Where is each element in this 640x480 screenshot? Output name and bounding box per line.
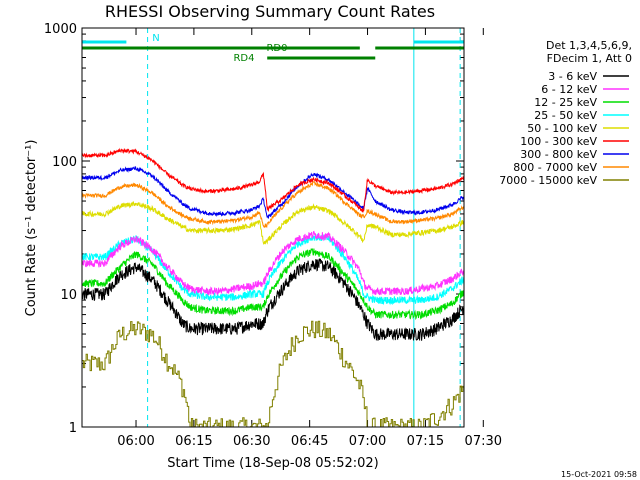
- series-line-300-800keV: [81, 166, 465, 219]
- legend-label-2: 12 - 25 keV: [534, 96, 597, 109]
- flag-label-rd4: RD4: [233, 53, 254, 64]
- series-line-100-300keV: [81, 147, 465, 213]
- x-tick-label-0: 06:00: [117, 434, 154, 449]
- x-tick-label-6: 07:30: [465, 434, 502, 449]
- x-axis-label: Start Time (18-Sep-08 05:52:02): [167, 456, 378, 471]
- plot-frame: [81, 27, 465, 428]
- series-line-12-25keV: [81, 247, 465, 320]
- legend-header-line-2: FDecim 1, Att 0: [547, 52, 632, 65]
- legend-label-7: 800 - 7000 keV: [513, 161, 597, 174]
- x-tick-label-3: 06:45: [291, 434, 328, 449]
- x-tick-label-5: 07:15: [407, 434, 444, 449]
- generation-timestamp: 15-Oct-2021 09:58: [561, 470, 637, 479]
- y-tick-label-1: 10: [60, 288, 77, 303]
- legend-label-1: 6 - 12 keV: [541, 83, 597, 96]
- y-axis-label: Count Rate (s⁻¹ detector⁻¹): [24, 140, 39, 317]
- y-tick-label-2: 100: [52, 155, 77, 170]
- legend-label-6: 300 - 800 keV: [520, 148, 597, 161]
- series-line-800-7000keV: [81, 181, 465, 229]
- flag-label-n: N: [152, 33, 159, 44]
- legend-label-3: 25 - 50 keV: [534, 109, 597, 122]
- x-tick-label-4: 07:00: [349, 434, 386, 449]
- legend-label-8: 7000 - 15000 keV: [499, 174, 597, 187]
- legend-header-line-1: Det 1,3,4,5,6,9,: [546, 39, 632, 52]
- chart-title: RHESSI Observing Summary Count Rates: [105, 2, 435, 21]
- x-tick-label-2: 06:30: [233, 434, 270, 449]
- legend-label-0: 3 - 6 keV: [548, 70, 597, 83]
- series-line-50-100keV: [81, 201, 465, 245]
- legend-label-4: 50 - 100 keV: [527, 122, 597, 135]
- series-line-6-12keV: [81, 230, 465, 296]
- flag-label-rd0: RD0: [266, 43, 287, 54]
- x-tick-label-1: 06:15: [175, 434, 212, 449]
- y-tick-label-3: 1000: [44, 22, 77, 37]
- legend-label-5: 100 - 300 keV: [520, 135, 597, 148]
- series-line-3-6keV: [81, 258, 465, 341]
- y-tick-label-0: 1: [69, 421, 77, 436]
